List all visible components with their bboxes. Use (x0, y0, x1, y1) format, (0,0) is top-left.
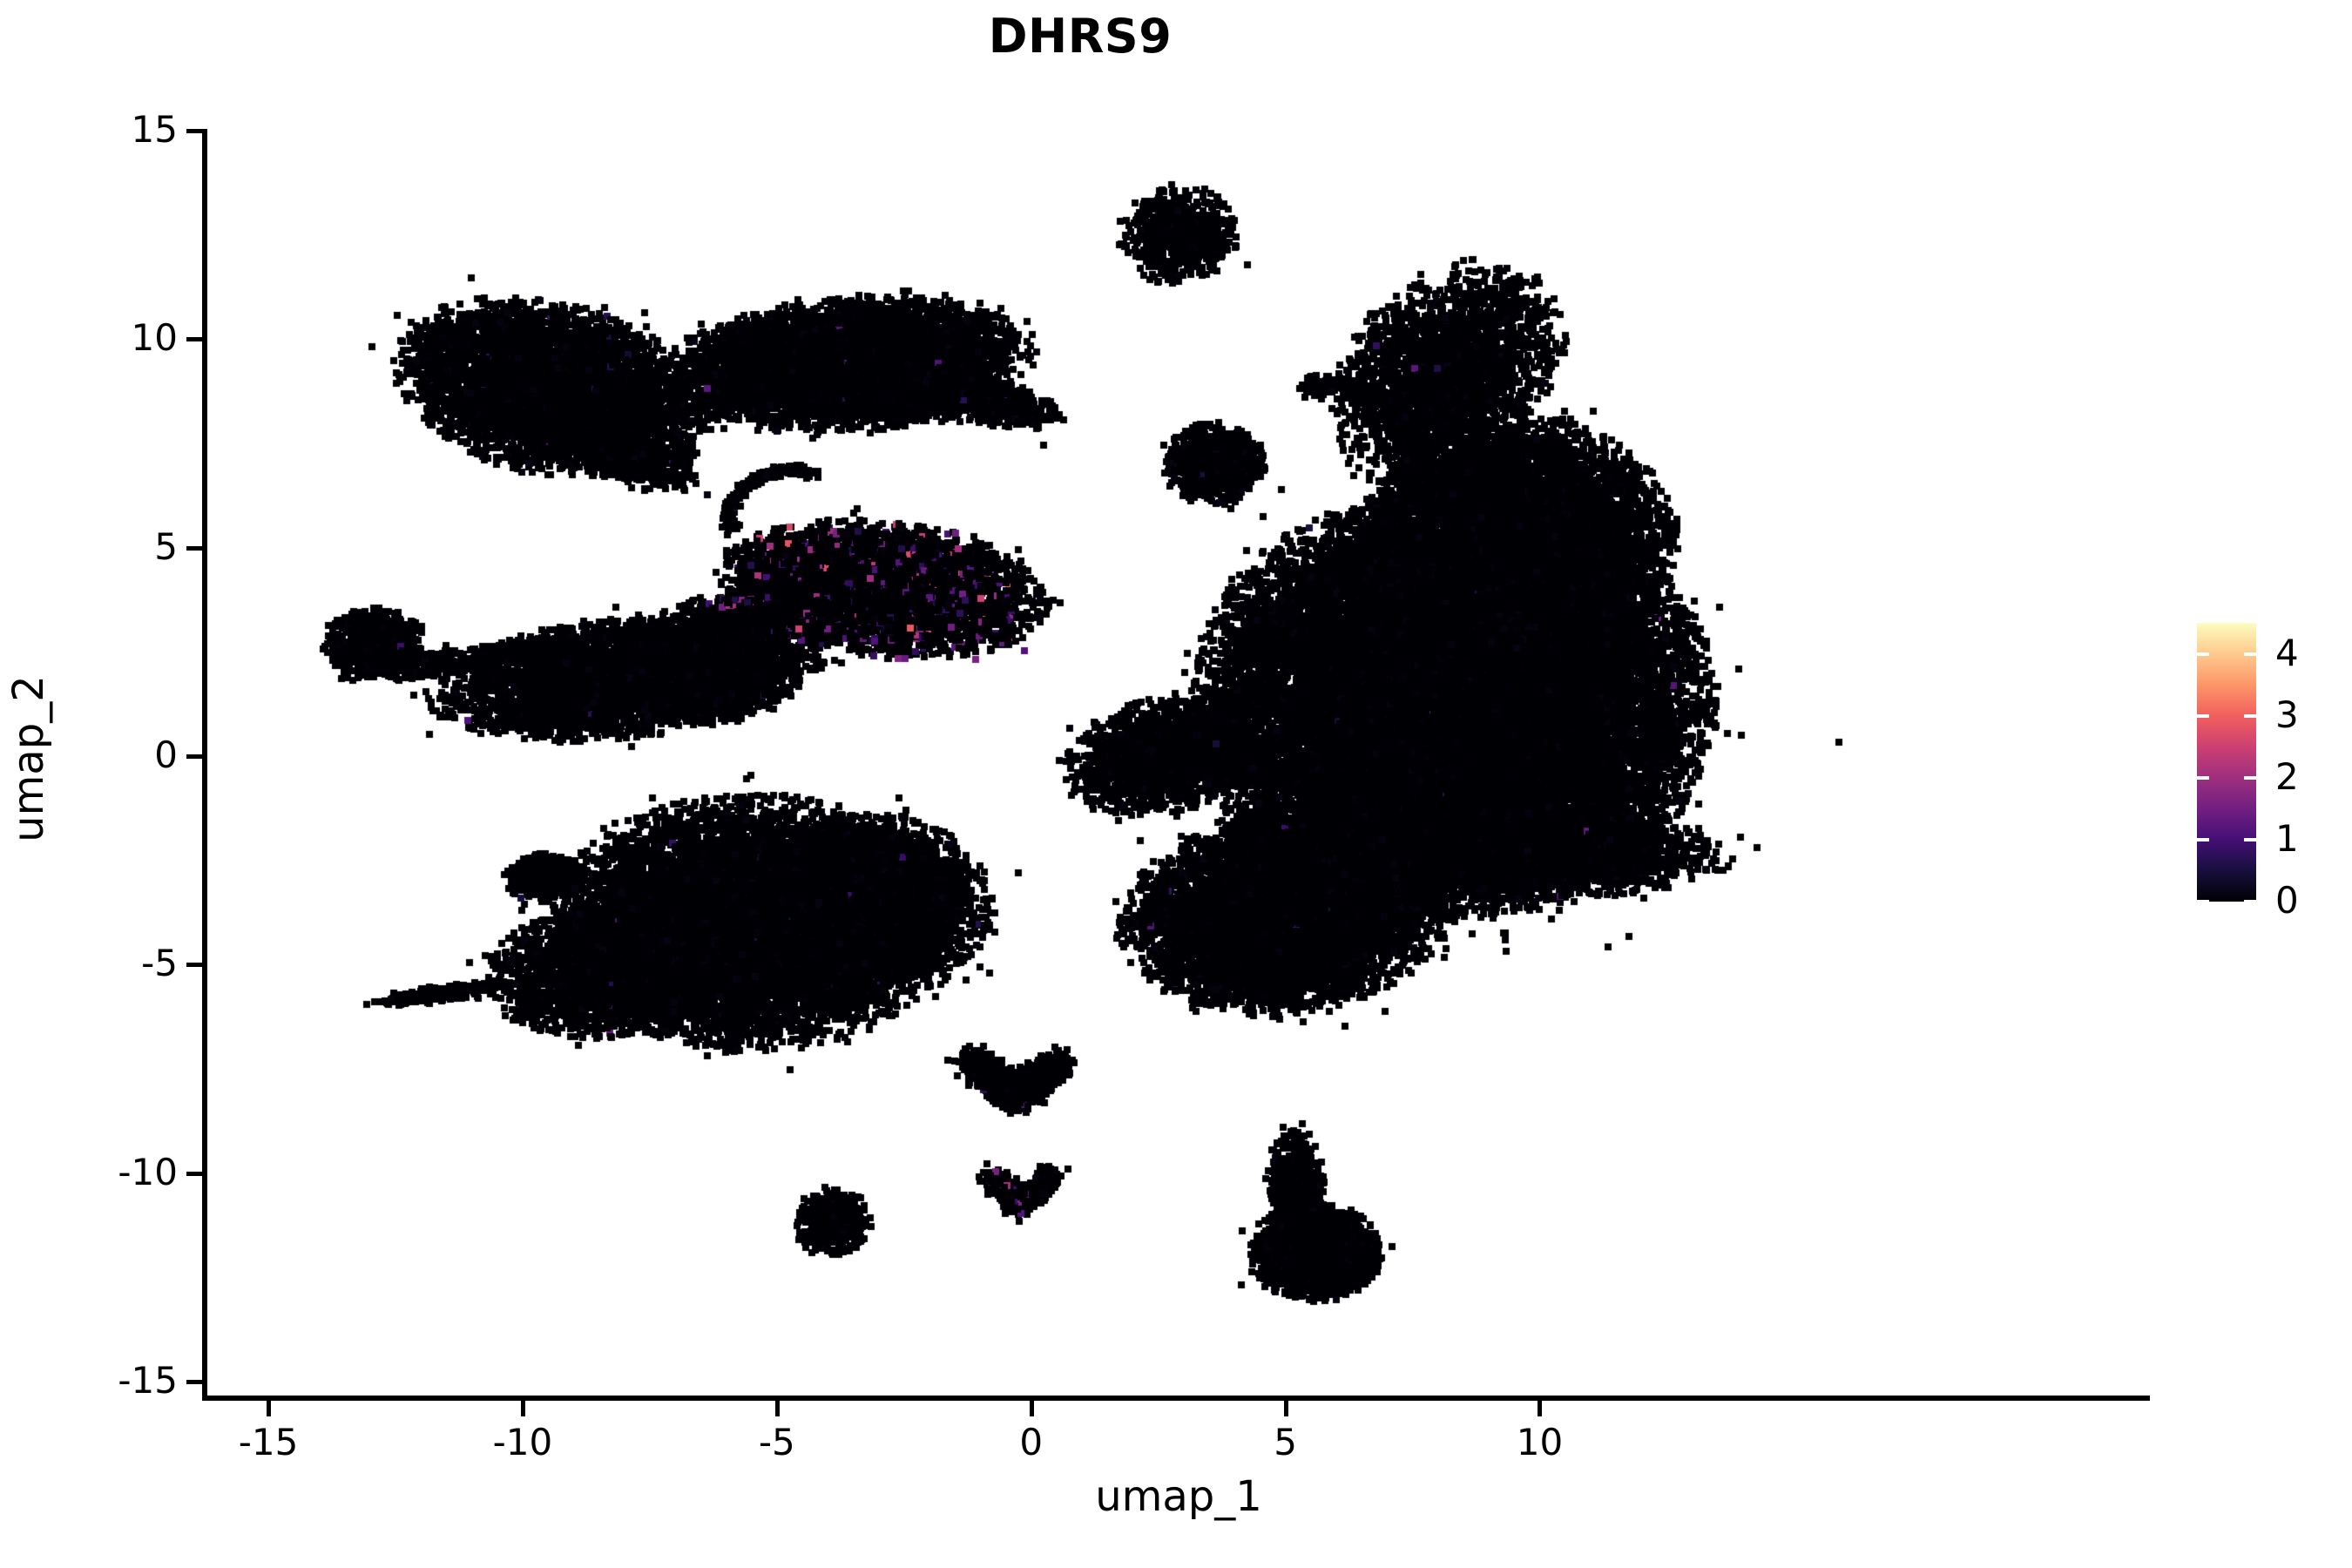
y-tick-mark (186, 754, 202, 759)
x-tick-mark (774, 1401, 780, 1416)
y-tick-mark (186, 545, 202, 551)
x-tick-mark (1538, 1401, 1543, 1416)
y-tick-mark (186, 1171, 202, 1176)
colorbar-tick-mark (2197, 652, 2209, 656)
x-tick-mark (267, 1401, 272, 1416)
colorbar-gradient (2197, 623, 2256, 902)
colorbar-tick-mark (2197, 837, 2209, 841)
colorbar-tick-mark (2244, 652, 2256, 656)
colorbar-tick-mark (2244, 775, 2256, 780)
y-tick-mark (186, 963, 202, 968)
colorbar-tick-label: 1 (2275, 816, 2299, 860)
x-tick-label: 10 (1516, 1421, 1564, 1463)
colorbar-tick-label: 3 (2275, 693, 2299, 736)
page-title: DHRS9 (988, 9, 1173, 64)
x-tick-label: -15 (238, 1421, 299, 1463)
colorbar-tick-mark (2197, 775, 2209, 780)
x-tick-mark (1283, 1401, 1288, 1416)
scatter-canvas (207, 131, 2150, 1398)
y-tick-label: -15 (118, 1358, 178, 1402)
y-tick-mark (186, 129, 202, 133)
y-tick-label: 10 (131, 316, 178, 360)
colorbar-tick-label: 2 (2275, 754, 2299, 798)
x-tick-label: 0 (1019, 1421, 1044, 1463)
x-tick-label: 5 (1274, 1421, 1297, 1463)
x-axis-spine (202, 1396, 2150, 1401)
y-axis-label: umap_2 (4, 675, 53, 842)
x-tick-mark (1029, 1401, 1034, 1416)
y-tick-label: 0 (154, 733, 178, 776)
plot-area (207, 131, 2150, 1398)
y-tick-label: 5 (154, 524, 178, 568)
colorbar-tick-mark (2244, 713, 2256, 718)
colorbar-tick-mark (2197, 900, 2209, 903)
y-tick-label: 15 (131, 108, 178, 151)
colorbar-tick-label: 4 (2275, 631, 2299, 674)
x-axis-label: umap_1 (1095, 1472, 1262, 1521)
y-tick-mark (186, 337, 202, 342)
x-tick-mark (520, 1401, 525, 1416)
colorbar-tick-mark (2244, 837, 2256, 841)
x-tick-label: -5 (758, 1421, 795, 1463)
x-tick-label: -10 (492, 1421, 553, 1463)
colorbar-tick-label: 0 (2275, 879, 2299, 922)
y-tick-label: -5 (141, 942, 178, 985)
colorbar-tick-mark (2197, 713, 2209, 718)
colorbar-tick-mark (2244, 900, 2256, 903)
y-axis-spine (202, 129, 207, 1401)
y-tick-mark (186, 1379, 202, 1384)
colorbar (2197, 623, 2256, 902)
y-tick-label: -10 (118, 1150, 178, 1193)
